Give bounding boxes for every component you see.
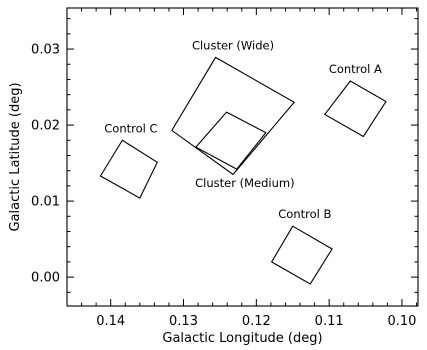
x-tick-label: 0.14 <box>96 314 125 329</box>
region-label-cluster-medium: Cluster (Medium) <box>195 176 294 190</box>
region-control-b <box>270 225 333 285</box>
regions <box>99 56 387 285</box>
region-label-control-c: Control C <box>104 121 157 135</box>
y-tick-label: 0.01 <box>31 195 60 210</box>
y-tick-label: 0.03 <box>31 43 60 58</box>
axis-ticks: 0.14 0.13 0.12 0.11 0.10 0.00 0.01 0.02 0.03 <box>31 8 418 329</box>
region-labels: Cluster (Wide) Cluster (Medium) Control A C… <box>104 38 382 221</box>
region-label-cluster-wide: Cluster (Wide) <box>192 38 274 52</box>
plot-border <box>66 7 419 307</box>
region-cluster-medium <box>195 111 267 170</box>
y-tick-label: 0.02 <box>31 119 60 134</box>
region-cluster-wide <box>171 56 296 176</box>
region-label-control-b: Control B <box>278 207 331 221</box>
x-tick-label: 0.12 <box>242 314 271 329</box>
x-axis-title: Galactic Longitude (deg) <box>162 331 322 346</box>
region-control-a <box>323 80 387 138</box>
plot-frame <box>66 7 419 307</box>
y-axis-title: Galactic Latitude (deg) <box>8 82 23 231</box>
x-tick-label: 0.11 <box>315 314 344 329</box>
x-tick-label: 0.13 <box>169 314 198 329</box>
x-tick-label: 0.10 <box>388 314 417 329</box>
y-tick-label: 0.00 <box>31 271 60 286</box>
region-control-c <box>99 139 159 199</box>
region-label-control-a: Control A <box>329 62 382 76</box>
